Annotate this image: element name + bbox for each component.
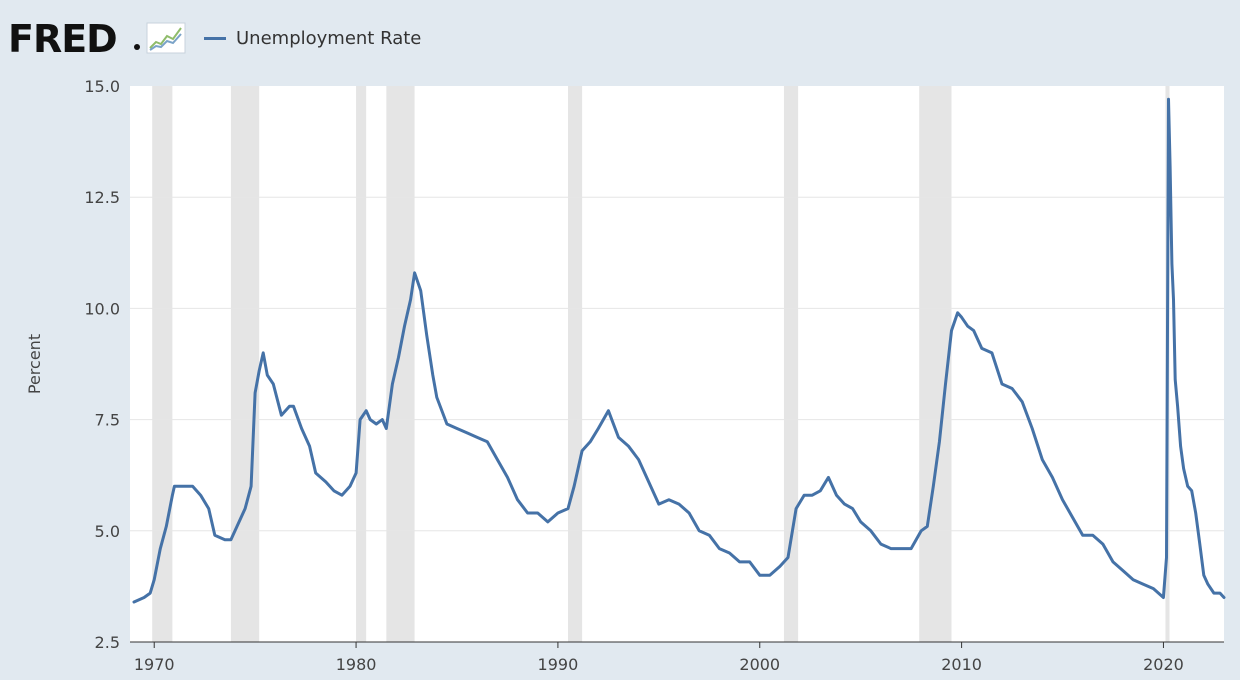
chart-header: FRED Unemployment Rate — [0, 0, 1240, 80]
x-tick-label-1: 1980 — [336, 655, 377, 674]
x-tick-label-0: 1970 — [134, 655, 175, 674]
recession-band-3 — [386, 86, 415, 642]
x-tick-label-5: 2020 — [1143, 655, 1184, 674]
y-tick-label-1: 12.5 — [84, 188, 120, 207]
chart-trend-icon — [146, 22, 186, 54]
recession-band-1 — [230, 86, 260, 642]
recession-band-5 — [783, 86, 799, 642]
x-tick-label-4: 2010 — [941, 655, 982, 674]
legend-swatch-unemployment-rate — [204, 36, 226, 40]
fred-logo-dot — [134, 44, 140, 50]
y-tick-label-4: 5.0 — [95, 522, 120, 541]
y-tick-label-0: 15.0 — [84, 77, 120, 96]
recession-band-0 — [152, 86, 173, 642]
y-tick-label-3: 7.5 — [95, 411, 120, 430]
series-line-unemployment-rate[interactable] — [132, 97, 1226, 604]
y-tick-label-5: 2.5 — [95, 633, 120, 652]
chart-trend-icon-line-a — [149, 27, 182, 49]
recession-band-6 — [919, 86, 952, 642]
legend[interactable]: Unemployment Rate — [204, 24, 421, 52]
y-axis-title: Percent — [25, 334, 44, 394]
x-tick-label-3: 2000 — [739, 655, 780, 674]
recession-band-4 — [568, 86, 583, 642]
y-tick-label-2: 10.0 — [84, 299, 120, 318]
legend-label-unemployment-rate: Unemployment Rate — [236, 27, 422, 49]
chart-trend-icon-line-b — [149, 33, 182, 51]
plot-area — [130, 86, 1224, 642]
x-tick-label-2: 1990 — [538, 655, 579, 674]
recession-band-2 — [356, 86, 367, 642]
fred-logo[interactable]: FRED — [8, 17, 118, 61]
